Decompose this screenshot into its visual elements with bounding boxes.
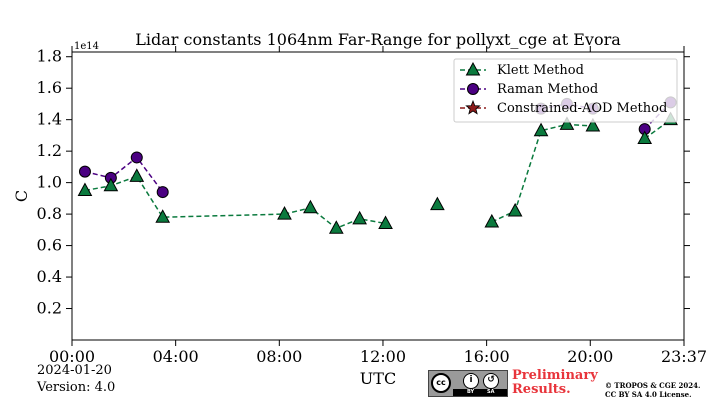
data-point xyxy=(130,151,143,164)
legend-label: Klett Method xyxy=(497,63,584,78)
series-line xyxy=(84,156,164,193)
y-tick-label: 0.2 xyxy=(37,299,62,318)
y-tick-label: 1.6 xyxy=(37,78,62,97)
x-axis-label: UTC xyxy=(360,369,396,388)
y-tick-label: 0.4 xyxy=(37,267,62,286)
y-multiplier-label: 1e14 xyxy=(74,41,99,52)
y-tick-label: 1.8 xyxy=(37,47,62,66)
data-point xyxy=(430,196,445,211)
data-point xyxy=(77,182,93,196)
license-strip: BY SA xyxy=(453,389,507,396)
y-tick-label: 0.6 xyxy=(37,236,62,255)
series-klett-method xyxy=(77,111,678,234)
y-tick-label: 1.2 xyxy=(37,141,62,160)
y-tick-label: 1.0 xyxy=(37,173,62,192)
legend-marker xyxy=(465,99,481,115)
data-point xyxy=(378,215,393,230)
chart-title: Lidar constants 1064nm Far-Range for pol… xyxy=(135,30,621,49)
data-point xyxy=(328,220,344,234)
data-point xyxy=(533,122,549,137)
x-tick-label: 16:00 xyxy=(464,347,510,366)
y-axis-label: C xyxy=(12,190,31,202)
series-line xyxy=(491,123,593,223)
y-axis: 0.2 0.4 0.6 0.8 1.0 1.2 1.4 1.6 1.8 xyxy=(37,47,690,318)
x-tick-label: 08:00 xyxy=(256,347,302,366)
data-point xyxy=(129,168,145,182)
legend: Klett Method Raman Method Constrained-AOD … xyxy=(453,58,678,123)
data-point xyxy=(156,186,169,199)
data-point xyxy=(484,213,500,228)
y-tick-label: 1.4 xyxy=(37,110,62,129)
copyright-line2: CC BY SA 4.0 License. xyxy=(605,390,692,399)
data-point xyxy=(352,210,367,225)
data-point xyxy=(277,206,292,220)
data-point xyxy=(559,116,575,130)
license-sa-label: SA xyxy=(487,389,495,395)
data-point xyxy=(585,117,601,132)
y-tick-label: 0.8 xyxy=(37,204,62,223)
legend-marker xyxy=(465,61,481,76)
x-tick-label: 04:00 xyxy=(153,347,199,366)
cc-icon: cc xyxy=(431,373,451,393)
legend-label: Raman Method xyxy=(497,82,598,97)
copyright-line1: © TROPOS & CGE 2024. xyxy=(605,381,701,390)
share-alike-icon: ↺ xyxy=(483,373,499,389)
attribution-icon: i xyxy=(463,373,479,389)
preliminary-line1: Preliminary xyxy=(512,368,598,383)
license-by-label: BY xyxy=(467,389,475,395)
plot-frame xyxy=(71,51,685,341)
cc-license-badge: cc i ↺ BY SA xyxy=(428,370,508,397)
x-tick-label: 20:00 xyxy=(567,347,613,366)
data-point xyxy=(303,199,318,214)
legend-label: Constrained-AOD Method xyxy=(497,101,667,116)
series-line xyxy=(84,175,386,230)
legend-box xyxy=(453,58,678,123)
data-point xyxy=(637,130,653,145)
version-label: Version: 4.0 xyxy=(37,380,116,395)
data-point xyxy=(155,209,171,223)
data-point xyxy=(507,202,523,217)
data-point xyxy=(78,165,91,178)
x-tick-label: 23:37 xyxy=(661,347,707,366)
x-tick-label: 00:00 xyxy=(49,347,95,366)
x-tick-label: 12:00 xyxy=(360,347,406,366)
copyright-notice: © TROPOS & CGE 2024. CC BY SA 4.0 Licens… xyxy=(605,381,700,399)
date-label: 2024-01-20 xyxy=(37,363,112,378)
data-point xyxy=(103,177,119,192)
preliminary-notice: Preliminary Results. xyxy=(512,369,598,397)
legend-marker xyxy=(467,83,479,95)
preliminary-line2: Results. xyxy=(512,382,571,397)
x-axis: 00:00 04:00 08:00 12:00 16:00 20:00 23:37 xyxy=(49,46,707,366)
